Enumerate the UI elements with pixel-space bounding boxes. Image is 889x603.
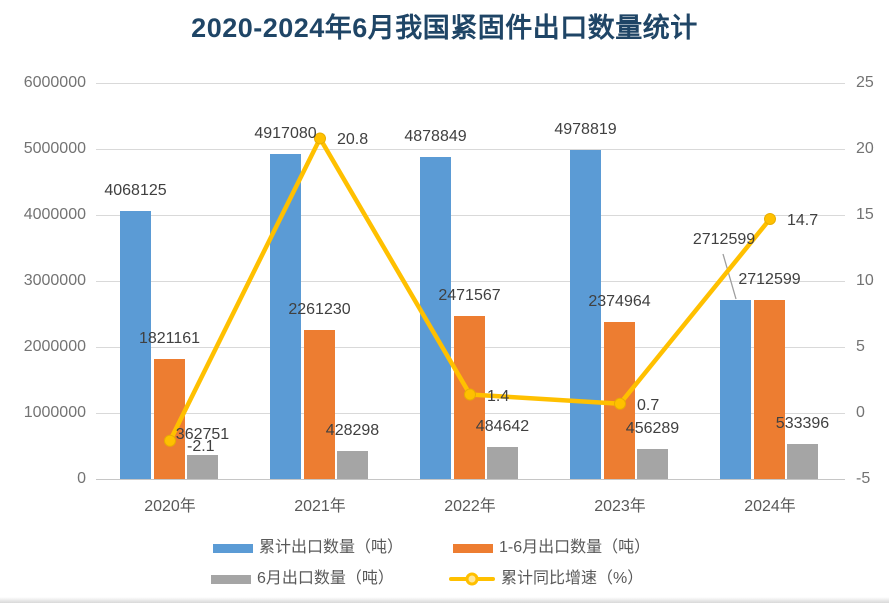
- label-june-2020年: 362751: [175, 426, 230, 444]
- label-cumulative-2021年: 4917080: [254, 125, 317, 143]
- legend-line-marker-icon: [449, 572, 495, 586]
- legend-swatch-jan-jun: [453, 543, 493, 553]
- label-cumulative-2023年: 4978819: [554, 121, 617, 139]
- bar-cumulative-2022年: [420, 156, 451, 479]
- label-june-2024年: 533396: [775, 414, 830, 432]
- x-axis-label-2023年: 2023年: [594, 498, 646, 515]
- label-growth-2021年: 20.8: [337, 131, 369, 149]
- right-axis-tick: 10: [856, 272, 874, 289]
- x-axis-label-2020年: 2020年: [144, 498, 196, 515]
- bar-jan-jun-2022年: [454, 315, 485, 479]
- chart-title: 2020-2024年6月我国紧固件出口数量统计: [191, 13, 698, 43]
- legend-label-growth: 累计同比增速（%）: [501, 570, 644, 587]
- gridline: [96, 83, 845, 84]
- legend-item-june: 6月出口数量（吨）: [211, 570, 394, 588]
- gridline: [96, 215, 845, 216]
- label-cumulative-2024年: 2712599: [692, 231, 756, 248]
- label-growth-2024年: 14.7: [787, 211, 819, 229]
- x-axis-label-2021年: 2021年: [294, 498, 346, 515]
- label-growth-2023年: 0.7: [637, 396, 660, 414]
- left-axis-tick: 5000000: [23, 140, 86, 157]
- bar-jan-jun-2024年: [754, 299, 785, 479]
- bar-cumulative-2023年: [570, 150, 601, 479]
- label-jan-jun-2022年: 2471567: [438, 286, 501, 304]
- label-june-2023年: 456289: [625, 419, 680, 437]
- bar-jan-jun-2021年: [304, 329, 335, 479]
- legend-swatch-cumulative: [213, 543, 253, 553]
- label-cumulative-2020年: 4068125: [104, 181, 167, 199]
- label-cumulative-2022年: 4878849: [404, 127, 467, 145]
- x-axis-label-2024年: 2024年: [744, 498, 796, 515]
- bar-june-2022年: [487, 447, 518, 479]
- legend-item-jan-jun: 1-6月出口数量（吨）: [453, 539, 650, 557]
- label-june-2021年: 428298: [325, 421, 380, 439]
- bar-june-2023年: [637, 448, 668, 479]
- gridline: [96, 281, 845, 282]
- legend-label-june: 6月出口数量（吨）: [257, 570, 394, 587]
- left-axis-tick: 1000000: [23, 404, 86, 421]
- legend-line-dot-icon: [465, 572, 479, 586]
- legend-swatch-june: [211, 574, 251, 584]
- bar-june-2024年: [787, 443, 818, 479]
- right-axis-tick: 20: [856, 140, 874, 157]
- bar-june-2021年: [337, 450, 368, 479]
- right-axis-tick: 5: [856, 338, 865, 355]
- right-axis-tick: 0: [856, 404, 865, 421]
- legend-label-cumulative: 累计出口数量（吨）: [259, 539, 404, 556]
- left-axis-tick: 0: [77, 470, 86, 487]
- left-axis-tick: 2000000: [23, 338, 86, 355]
- right-axis-tick: 15: [856, 206, 874, 223]
- label-growth-2020年: -2.1: [187, 437, 215, 455]
- bar-june-2020年: [187, 455, 218, 479]
- label-leader-line: [722, 253, 737, 300]
- x-axis-label-2022年: 2022年: [444, 498, 496, 515]
- bar-jan-jun-2020年: [154, 358, 185, 479]
- label-jan-jun-2024年: 2712599: [738, 270, 801, 288]
- legend-item-cumulative: 累计出口数量（吨）: [213, 539, 403, 557]
- bottom-edge-shadow: [0, 597, 889, 603]
- legend-item-growth: 累计同比增速（%）: [449, 570, 643, 588]
- bar-cumulative-2020年: [120, 210, 151, 479]
- legend-label-jan-jun: 1-6月出口数量（吨）: [499, 539, 651, 556]
- right-axis-tick: 25: [856, 74, 874, 91]
- gridline: [96, 149, 845, 150]
- bar-jan-jun-2023年: [604, 322, 635, 479]
- gridline: [96, 479, 845, 480]
- label-jan-jun-2021年: 2261230: [288, 300, 351, 318]
- bar-cumulative-2024年: [720, 299, 751, 479]
- label-june-2022年: 484642: [475, 418, 530, 435]
- label-jan-jun-2020年: 1821161: [138, 329, 201, 347]
- right-axis-tick: -5: [856, 470, 871, 487]
- label-jan-jun-2023年: 2374964: [588, 293, 651, 311]
- left-axis-tick: 3000000: [23, 272, 86, 289]
- left-axis-tick: 6000000: [23, 74, 86, 91]
- left-axis-tick: 4000000: [23, 206, 86, 223]
- label-growth-2022年: 1.4: [487, 387, 510, 405]
